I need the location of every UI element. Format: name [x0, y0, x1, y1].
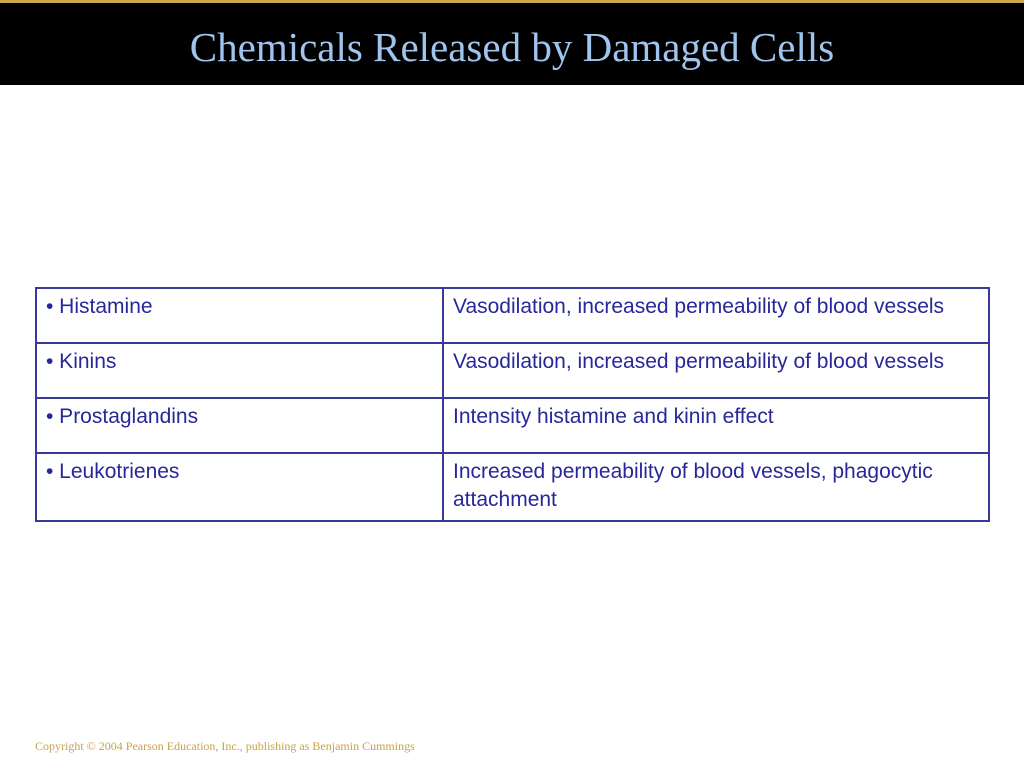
effect-cell: Vasodilation, increased permeability of …	[442, 342, 990, 399]
table-row: • Histamine Vasodilation, increased perm…	[35, 287, 990, 344]
effect-cell: Increased permeability of blood vessels,…	[442, 452, 990, 522]
chemicals-table-container: • Histamine Vasodilation, increased perm…	[35, 287, 990, 522]
chemical-cell: • Kinins	[35, 342, 444, 399]
table-row: • Kinins Vasodilation, increased permeab…	[35, 342, 990, 399]
table-row: • Prostaglandins Intensity histamine and…	[35, 397, 990, 454]
chemical-cell: • Prostaglandins	[35, 397, 444, 454]
table-row: • Leukotrienes Increased permeability of…	[35, 452, 990, 522]
chemical-cell: • Leukotrienes	[35, 452, 444, 522]
chemical-cell: • Histamine	[35, 287, 444, 344]
effect-cell: Vasodilation, increased permeability of …	[442, 287, 990, 344]
effect-cell: Intensity histamine and kinin effect	[442, 397, 990, 454]
copyright-notice: Copyright © 2004 Pearson Education, Inc.…	[35, 739, 415, 753]
slide-title: Chemicals Released by Damaged Cells	[189, 24, 835, 70]
title-bar: Chemicals Released by Damaged Cells	[0, 0, 1024, 85]
chemicals-table: • Histamine Vasodilation, increased perm…	[35, 287, 990, 522]
